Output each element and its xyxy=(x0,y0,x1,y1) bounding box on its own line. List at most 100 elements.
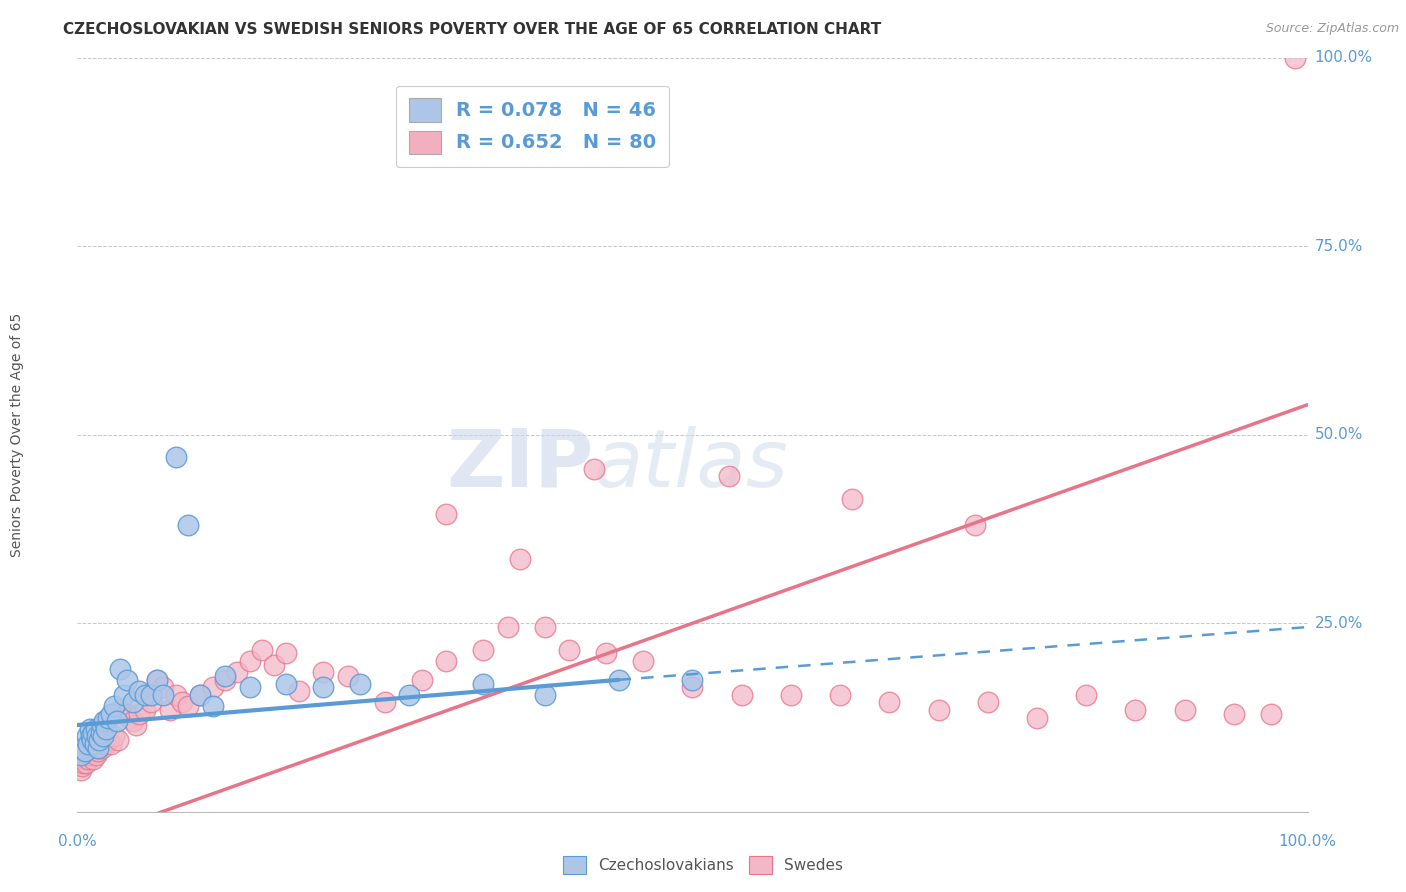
Point xyxy=(82,748,104,763)
Point xyxy=(107,733,129,747)
Point xyxy=(1284,51,1306,65)
Text: 25.0%: 25.0% xyxy=(1315,615,1362,631)
Point xyxy=(110,661,132,675)
Point xyxy=(70,759,93,773)
Point xyxy=(879,695,901,709)
Point xyxy=(226,665,249,680)
Point xyxy=(146,673,169,687)
Point xyxy=(77,737,100,751)
Point xyxy=(201,681,224,695)
Point xyxy=(72,756,94,770)
Point xyxy=(82,752,104,766)
Point xyxy=(170,695,193,709)
Point xyxy=(93,714,115,729)
Point xyxy=(100,706,122,721)
Point xyxy=(1260,706,1282,721)
Point xyxy=(94,737,117,751)
Point xyxy=(76,748,98,763)
Point xyxy=(100,737,122,751)
Point xyxy=(201,699,224,714)
Point xyxy=(188,688,212,702)
Point xyxy=(276,647,298,661)
Point xyxy=(165,688,187,702)
Point xyxy=(141,688,163,702)
Point xyxy=(472,676,495,690)
Point xyxy=(312,681,335,695)
Text: Source: ZipAtlas.com: Source: ZipAtlas.com xyxy=(1265,22,1399,36)
Point xyxy=(633,654,655,668)
Point xyxy=(398,688,420,702)
Point xyxy=(103,730,125,744)
Point xyxy=(496,620,519,634)
Legend: Czechoslovakians, Swedes: Czechoslovakians, Swedes xyxy=(557,850,849,880)
Point xyxy=(436,654,458,668)
Text: CZECHOSLOVAKIAN VS SWEDISH SENIORS POVERTY OVER THE AGE OF 65 CORRELATION CHART: CZECHOSLOVAKIAN VS SWEDISH SENIORS POVER… xyxy=(63,22,882,37)
Point xyxy=(188,688,212,702)
Text: 75.0%: 75.0% xyxy=(1315,239,1362,254)
Point xyxy=(165,450,187,465)
Point xyxy=(239,681,262,695)
Point xyxy=(214,669,236,683)
Point xyxy=(1076,688,1098,702)
Point xyxy=(312,665,335,680)
Point xyxy=(1026,710,1049,724)
Point xyxy=(134,688,156,702)
Point xyxy=(89,740,111,755)
Point xyxy=(86,740,108,755)
Point xyxy=(90,737,112,751)
Point xyxy=(159,703,181,717)
Point xyxy=(177,699,200,714)
Point xyxy=(94,722,117,736)
Point xyxy=(411,673,433,687)
Point xyxy=(115,673,138,687)
Point xyxy=(77,752,100,766)
Point xyxy=(80,744,103,758)
Point xyxy=(436,507,458,521)
Point xyxy=(121,714,143,729)
Point xyxy=(72,740,94,755)
Point xyxy=(177,518,200,533)
Point xyxy=(105,714,128,729)
Point xyxy=(83,737,105,751)
Point xyxy=(87,740,110,755)
Point xyxy=(928,703,950,717)
Point xyxy=(682,673,704,687)
Point xyxy=(82,725,104,739)
Point xyxy=(75,756,97,770)
Point xyxy=(86,730,108,744)
Point xyxy=(239,654,262,668)
Point xyxy=(103,699,125,714)
Text: 100.0%: 100.0% xyxy=(1315,51,1372,65)
Point xyxy=(214,673,236,687)
Point xyxy=(472,642,495,657)
Point xyxy=(80,730,103,744)
Point xyxy=(534,688,557,702)
Point xyxy=(134,703,156,717)
Point xyxy=(965,518,987,533)
Point xyxy=(97,710,120,724)
Point xyxy=(731,688,754,702)
Point xyxy=(121,695,143,709)
Point xyxy=(83,744,105,758)
Point xyxy=(73,744,96,758)
Point xyxy=(70,764,93,778)
Point xyxy=(534,620,557,634)
Point xyxy=(263,657,285,672)
Point xyxy=(110,703,132,717)
Point xyxy=(374,695,396,709)
Point xyxy=(112,706,135,721)
Point xyxy=(84,748,107,763)
Text: 50.0%: 50.0% xyxy=(1315,427,1362,442)
Point xyxy=(128,706,150,721)
Text: Seniors Poverty Over the Age of 65: Seniors Poverty Over the Age of 65 xyxy=(10,313,24,557)
Point xyxy=(70,748,93,763)
Point xyxy=(337,669,360,683)
Point xyxy=(1223,706,1246,721)
Point xyxy=(128,684,150,698)
Point xyxy=(84,722,107,736)
Point xyxy=(276,676,298,690)
Point xyxy=(90,725,112,739)
Point xyxy=(977,695,1000,709)
Point xyxy=(1125,703,1147,717)
Point xyxy=(91,730,114,744)
